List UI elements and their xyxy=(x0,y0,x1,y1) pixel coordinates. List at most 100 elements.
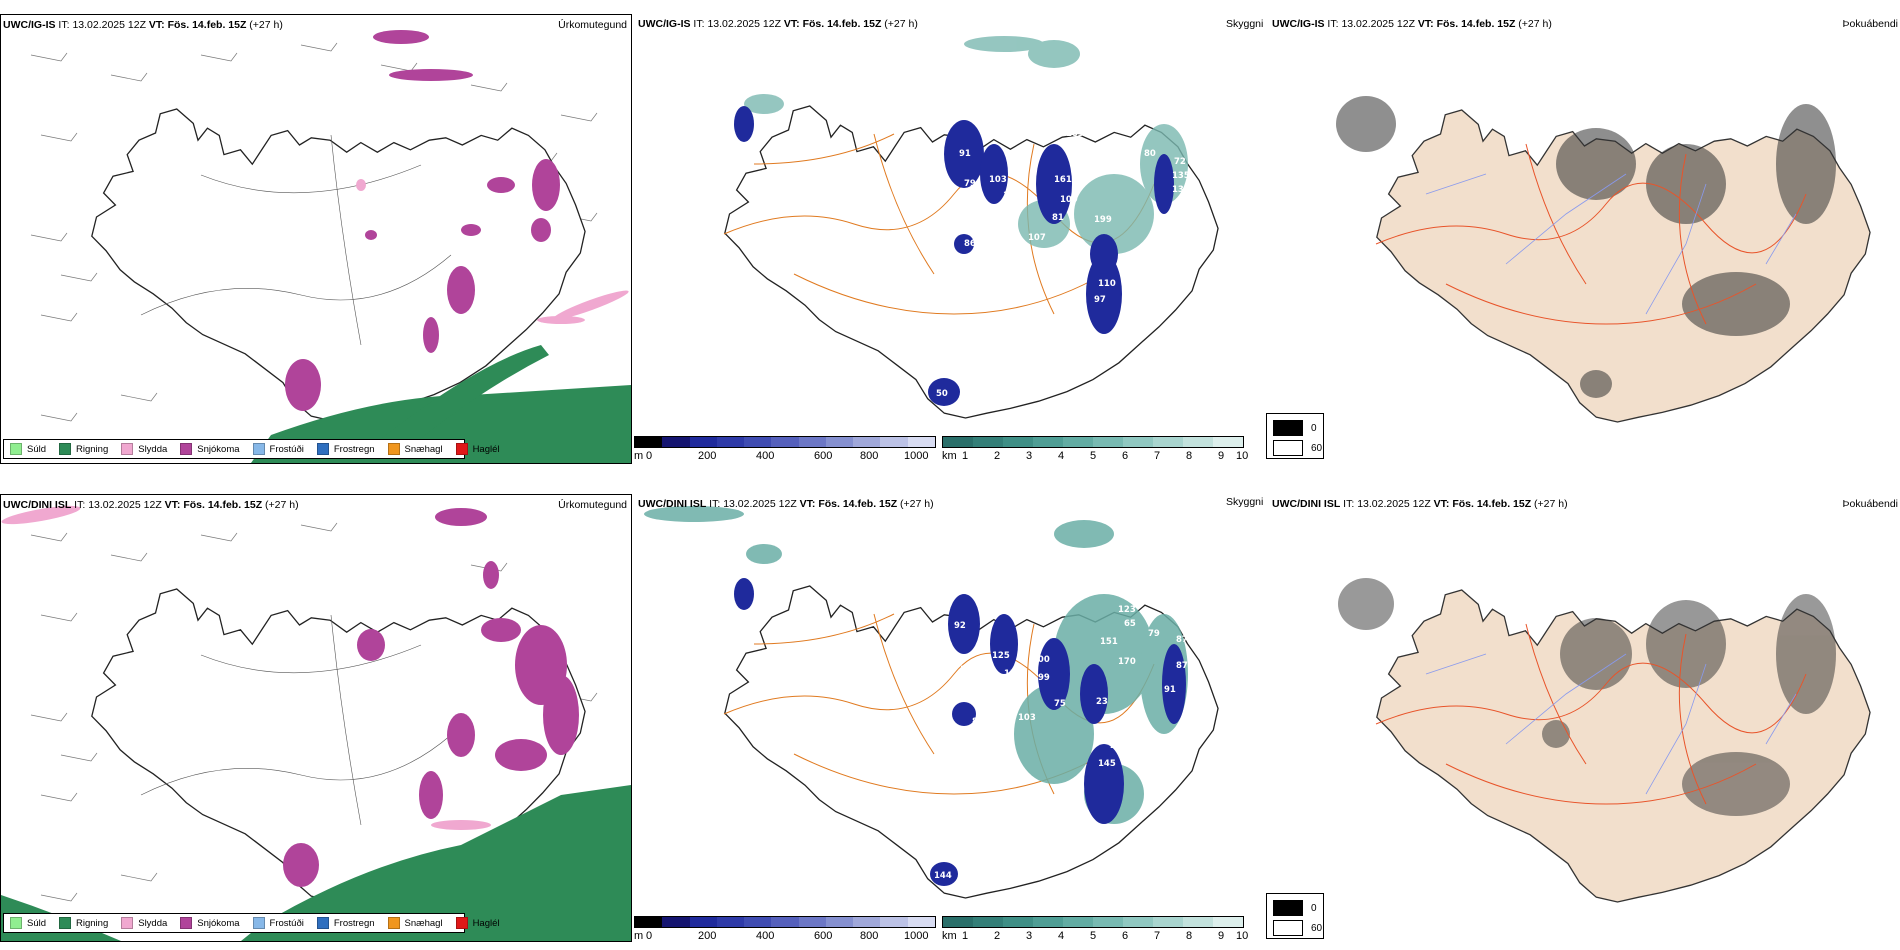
roads xyxy=(140,134,452,346)
station-label: 75 xyxy=(1054,699,1066,709)
legend-item-sleet: Slydda xyxy=(121,917,167,929)
legend-item-freezing-drizzle: Frostúði xyxy=(252,917,304,929)
station-label: 103 xyxy=(1018,713,1036,723)
title-visibility: Skyggni xyxy=(1226,496,1264,508)
station-labels: 91 79 103 139 161 109 81 107 86 195 183 … xyxy=(912,129,1190,399)
station-label: 145 xyxy=(1098,759,1116,769)
station-label: 100 xyxy=(1032,655,1050,665)
station-label: 92 xyxy=(954,621,966,631)
fog-legend-dini: 0 60 xyxy=(1266,893,1324,939)
fog-index-map-dini: UWC/DINI ISL IT: 13.02.2025 12Z VT: Fös.… xyxy=(1266,494,1900,944)
low-visibility-areas xyxy=(744,36,1188,254)
fog-map-graphic xyxy=(1336,96,1871,423)
title-visibility: Skyggni xyxy=(1226,18,1264,30)
legend-item-hail: Haglél xyxy=(455,443,500,455)
station-label: 161 xyxy=(1054,175,1072,185)
station-label: 203 xyxy=(1110,741,1128,751)
snow-areas xyxy=(285,30,560,411)
legend-item-freezing-rain: Frostregn xyxy=(316,443,375,455)
station-label: 86 xyxy=(972,717,984,727)
station-label: 199 xyxy=(1094,215,1112,225)
sleet-areas xyxy=(356,179,629,324)
fog-legend-item-60: 60 xyxy=(1273,920,1322,936)
station-label: 135 xyxy=(1172,171,1190,181)
station-label: 99 xyxy=(1038,673,1050,683)
roads-red xyxy=(1375,623,1807,805)
station-label: 137 xyxy=(1172,185,1190,195)
visibility-map-dini: 92 125 108 133 100 99 75 23 579 103 89 8… xyxy=(634,494,1264,944)
legend-item-drizzle: Súld xyxy=(10,917,46,929)
fog-map-graphic xyxy=(1338,578,1871,903)
precip-legend: Súld Rigning Slydda Snjókoma Frostúði Fr… xyxy=(3,913,500,933)
roads-orange xyxy=(723,133,1155,315)
roads-red xyxy=(1375,143,1807,325)
station-label: 107 xyxy=(1028,233,1046,243)
visibility-ticks: km 1 2 3 4 5 6 7 8 9 10 xyxy=(942,930,1249,942)
station-label: 170 xyxy=(1118,657,1136,667)
station-label: 23 xyxy=(1096,697,1108,707)
station-label: 80 xyxy=(1144,149,1156,159)
visibility-ticks: km 1 2 3 4 5 6 7 8 9 10 xyxy=(942,450,1249,462)
legend-item-freezing-drizzle: Frostúði xyxy=(252,443,304,455)
fog-areas xyxy=(1338,578,1836,816)
roads xyxy=(140,614,452,826)
legend-item-rain: Rigning xyxy=(59,443,108,455)
station-label: 125 xyxy=(992,651,1010,661)
altitude-ticks: m 0 200 400 600 800 1000 xyxy=(634,930,929,942)
station-label: 195 xyxy=(1070,145,1088,155)
station-label: 154 xyxy=(1060,317,1078,327)
station-label: 97 xyxy=(1094,295,1106,305)
header-dini-precip: UWC/DINI ISL IT: 13.02.2025 12Z VT: Fös.… xyxy=(3,499,299,511)
precip-map-graphic xyxy=(1,505,631,941)
visibility-colorbar xyxy=(942,436,1244,448)
fog-legend-item-0: 0 xyxy=(1273,900,1317,916)
station-label: 72 xyxy=(1174,157,1186,167)
altitude-colorbar xyxy=(634,436,936,448)
station-label: 579 xyxy=(984,709,1002,719)
station-label: 115 xyxy=(1064,787,1082,797)
legend-item-hail: Haglél xyxy=(455,917,500,929)
legend-item-sleet: Slydda xyxy=(121,443,167,455)
visibility-colorbar xyxy=(942,916,1244,928)
station-label: 144 xyxy=(934,871,952,881)
legend-item-snow: Snjókoma xyxy=(180,917,240,929)
header-igis-vis: UWC/IG-IS IT: 13.02.2025 12Z VT: Fös. 14… xyxy=(638,18,918,30)
precip-type-map-igis: UWC/IG-IS IT: 13.02.2025 12Z VT: Fös. 14… xyxy=(0,14,632,464)
station-label: 77 xyxy=(1118,261,1130,271)
station-label: 79 xyxy=(964,179,976,189)
station-label: 120 xyxy=(912,365,930,375)
station-label: 87 xyxy=(1176,661,1188,671)
station-label: 103 xyxy=(989,175,1007,185)
precip-legend: Súld Rigning Slydda Snjókoma Frostúði Fr… xyxy=(3,439,500,459)
legend-item-rain: Rigning xyxy=(59,917,108,929)
header-igis-precip: UWC/IG-IS IT: 13.02.2025 12Z VT: Fös. 14… xyxy=(3,19,283,31)
title-precip-type: Úrkomutegund xyxy=(558,499,627,511)
altitude-areas xyxy=(734,578,1186,886)
header-dini-vis: UWC/DINI ISL IT: 13.02.2025 12Z VT: Fös.… xyxy=(638,498,934,510)
station-labels: 92 125 108 133 100 99 75 23 579 103 89 8… xyxy=(912,605,1188,881)
altitude-areas xyxy=(734,106,1174,406)
header-dini-fog: UWC/DINI ISL IT: 13.02.2025 12Z VT: Fös.… xyxy=(1272,498,1568,510)
precip-type-map-dini: UWC/DINI ISL IT: 13.02.2025 12Z VT: Fös.… xyxy=(0,494,632,942)
station-label: 91 xyxy=(1164,685,1176,695)
station-label: 150 xyxy=(1060,333,1078,343)
station-label: 79 xyxy=(1148,629,1160,639)
station-label: 91 xyxy=(959,149,971,159)
fog-legend-item-60: 60 xyxy=(1273,440,1322,456)
station-label: 65 xyxy=(1124,619,1136,629)
station-label: 50 xyxy=(936,389,948,399)
station-label: 86 xyxy=(964,239,976,249)
station-label: 133 xyxy=(1004,669,1022,679)
title-fog-index: Þokuábendi xyxy=(1842,18,1898,30)
station-label: 87 xyxy=(1176,635,1188,645)
station-label: 151 xyxy=(1100,637,1118,647)
legend-item-drizzle: Súld xyxy=(10,443,46,455)
altitude-colorbar xyxy=(634,916,936,928)
legend-item-snow-pellets: Snæhagl xyxy=(387,917,443,929)
sleet-areas xyxy=(1,505,491,830)
station-label: 89 xyxy=(952,727,964,737)
station-label: 81 xyxy=(1052,213,1064,223)
fog-legend-item-0: 0 xyxy=(1273,420,1317,436)
title-fog-index: Þokuábendi xyxy=(1842,498,1898,510)
station-label: 139 xyxy=(1003,191,1021,201)
